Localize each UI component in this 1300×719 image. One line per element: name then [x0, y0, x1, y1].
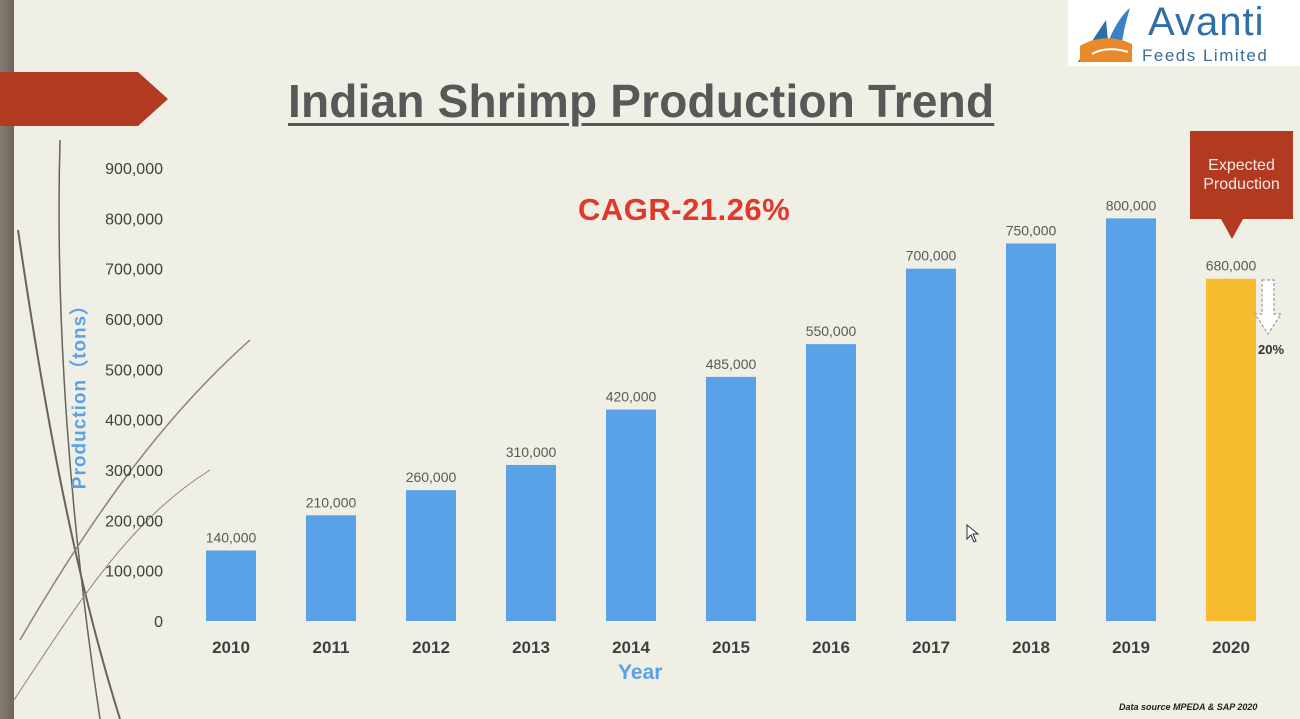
- bar-value-label: 140,000: [206, 530, 257, 546]
- bar-value-label: 750,000: [1006, 223, 1057, 239]
- decline-percent-label: 20%: [1258, 342, 1285, 357]
- y-tick-label: 300,000: [105, 463, 163, 480]
- decline-arrow-icon: [1254, 279, 1283, 336]
- callout-line-1: Expected: [1208, 157, 1275, 174]
- bar: [806, 344, 856, 621]
- bar-value-label: 310,000: [506, 444, 557, 460]
- data-source-note: Data source MPEDA & SAP 2020: [1119, 702, 1258, 712]
- x-tick-label: 2017: [912, 638, 950, 657]
- bar: [906, 268, 956, 621]
- decorative-curves: [13, 139, 251, 719]
- y-tick-label: 400,000: [105, 413, 163, 430]
- bar-value-label: 485,000: [706, 356, 757, 372]
- logo-subtitle: Feeds Limited: [1142, 46, 1269, 65]
- bar: [1106, 218, 1156, 622]
- y-tick-label: 700,000: [105, 262, 163, 279]
- x-tick-label: 2020: [1212, 638, 1250, 657]
- expected-production-callout: Expected Production: [1190, 131, 1293, 239]
- bar: [306, 515, 356, 621]
- slide-title: Indian Shrimp Production Trend: [288, 75, 995, 127]
- x-tick-label: 2019: [1112, 638, 1150, 657]
- bar: [606, 409, 656, 621]
- x-tick-label: 2011: [313, 638, 350, 657]
- bar: [706, 376, 756, 621]
- company-logo: Avanti Feeds Limited: [1068, 0, 1300, 66]
- mouse-cursor-icon: [966, 524, 980, 543]
- x-tick-label: 2018: [1012, 638, 1050, 657]
- bar: [506, 464, 556, 621]
- x-axis-title: Year: [618, 661, 663, 684]
- title-arrow-shape: [0, 72, 168, 126]
- y-tick-label: 900,000: [105, 161, 163, 178]
- y-tick-label: 200,000: [105, 513, 163, 530]
- x-tick-label: 2015: [712, 638, 750, 657]
- bar-value-label: 260,000: [406, 469, 457, 485]
- cagr-annotation: CAGR-21.26%: [578, 192, 791, 227]
- x-tick-label: 2013: [512, 638, 550, 657]
- bar: [1006, 243, 1056, 621]
- y-tick-label: 600,000: [105, 312, 163, 329]
- x-tick-label: 2016: [812, 638, 850, 657]
- bar-value-label: 210,000: [306, 494, 357, 510]
- left-decor-strip: [0, 0, 14, 719]
- x-tick-label: 2012: [412, 638, 450, 657]
- y-tick-label: 800,000: [105, 211, 163, 228]
- logo-name: Avanti: [1148, 0, 1265, 44]
- bar-value-label: 550,000: [806, 323, 857, 339]
- bar: [406, 490, 456, 621]
- y-tick-label: 500,000: [105, 362, 163, 379]
- bar-value-label: 800,000: [1106, 197, 1157, 213]
- bar-value-label: 700,000: [906, 248, 957, 264]
- callout-line-2: Production: [1203, 176, 1280, 193]
- logo-emblem-icon: [1078, 8, 1132, 62]
- bar-value-label: 420,000: [606, 389, 657, 405]
- bar-highlight: [1206, 278, 1256, 621]
- y-tick-label: 100,000: [105, 564, 163, 581]
- bar: [206, 550, 256, 621]
- bar-value-label: 680,000: [1206, 258, 1257, 274]
- x-tick-label: 2010: [212, 638, 250, 657]
- y-tick-label: 0: [154, 614, 163, 631]
- x-tick-label: 2014: [612, 638, 650, 657]
